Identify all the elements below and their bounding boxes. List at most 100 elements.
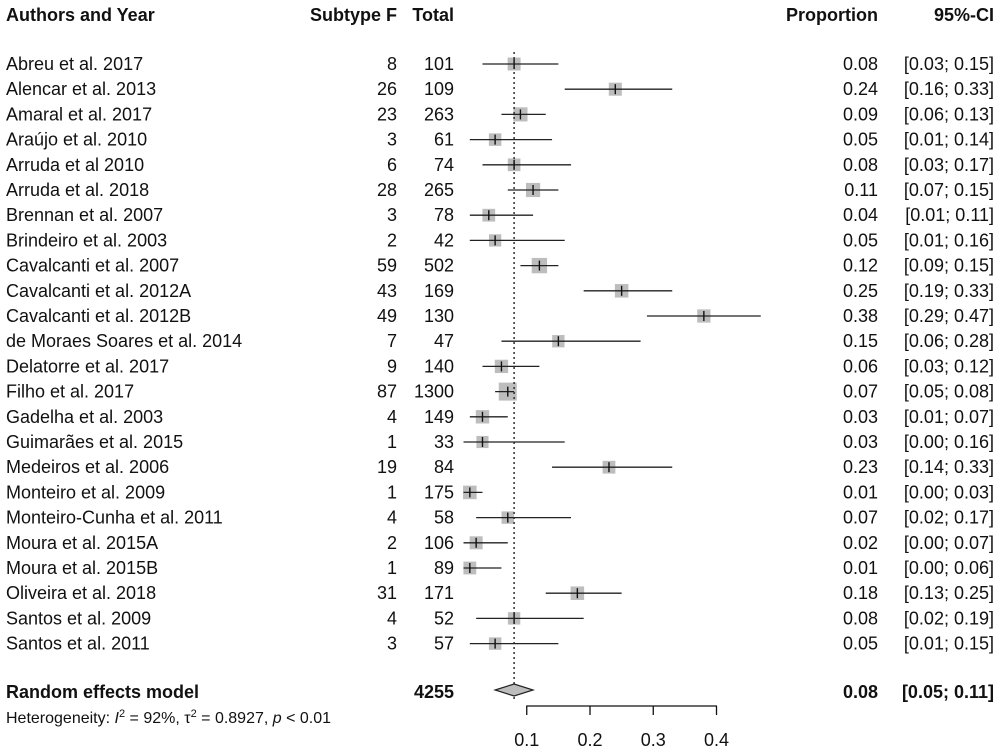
study-label: Arruda et al 2010	[6, 155, 144, 175]
study-row: Amaral et al. 2017 23 263 0.09 [0.06; 0.13]	[6, 104, 994, 124]
study-proportion: 0.24	[843, 79, 878, 99]
study-label: Arruda et al. 2018	[6, 180, 149, 200]
study-ci: [0.01; 0.16]	[904, 230, 994, 250]
study-proportion: 0.23	[843, 457, 878, 477]
study-total: 130	[424, 306, 454, 326]
study-total: 175	[424, 482, 454, 502]
study-total: 33	[434, 432, 454, 452]
study-row: Brennan et al. 2007 3 78 0.04 [0.01; 0.11]	[6, 205, 994, 225]
header-proportion: Proportion	[786, 5, 878, 25]
study-events: 8	[387, 54, 397, 74]
study-total: 106	[424, 533, 454, 553]
x-axis: 0.1 0.2 0.3 0.4	[514, 705, 729, 750]
study-proportion: 0.04	[843, 205, 878, 225]
study-events: 9	[387, 356, 397, 376]
study-events: 59	[377, 256, 397, 276]
study-row: Moura et al. 2015A 2 106 0.02 [0.00; 0.07]	[6, 533, 994, 553]
header-authors: Authors and Year	[6, 5, 155, 25]
study-row: Oliveira et al. 2018 31 171 0.18 [0.13; 0.25…	[6, 583, 994, 603]
study-ci: [0.07; 0.15]	[904, 180, 994, 200]
p-value: < 0.01	[282, 710, 331, 727]
study-ci: [0.01; 0.11]	[905, 205, 994, 225]
study-events: 19	[377, 457, 397, 477]
study-total: 89	[434, 558, 454, 578]
study-rows: Abreu et al. 2017 8 101 0.08 [0.03; 0.15] Ale…	[6, 54, 994, 654]
study-row: Filho et al. 2017 87 1300 0.07 [0.05; 0.08]	[6, 382, 994, 402]
study-proportion: 0.05	[843, 230, 878, 250]
study-row: Medeiros et al. 2006 19 84 0.23 [0.14; 0.33]	[6, 457, 994, 477]
summary-ci: [0.05; 0.11]	[902, 682, 994, 702]
header-subtype: Subtype F	[310, 5, 397, 25]
study-label: Brindeiro et al. 2003	[6, 230, 167, 250]
study-ci: [0.06; 0.28]	[904, 331, 994, 351]
study-label: Brennan et al. 2007	[6, 205, 163, 225]
study-total: 52	[434, 608, 454, 628]
study-label: Santos et al. 2009	[6, 608, 151, 628]
study-ci: [0.13; 0.25]	[904, 583, 994, 603]
study-label: Delatorre et al. 2017	[6, 356, 169, 376]
study-proportion: 0.05	[843, 130, 878, 150]
study-row: Moura et al. 2015B 1 89 0.01 [0.00; 0.06]	[6, 558, 994, 578]
study-label: Araújo et al. 2010	[6, 130, 147, 150]
study-label: Monteiro-Cunha et al. 2011	[6, 508, 223, 528]
study-label: Santos et al. 2011	[6, 634, 150, 654]
study-total: 140	[424, 356, 454, 376]
study-row: Santos et al. 2009 4 52 0.08 [0.02; 0.19]	[6, 608, 994, 628]
study-row: Abreu et al. 2017 8 101 0.08 [0.03; 0.15]	[6, 54, 994, 74]
summary-label: Random effects model	[6, 682, 199, 702]
study-events: 31	[377, 583, 397, 603]
study-total: 57	[434, 634, 454, 654]
study-row: Cavalcanti et al. 2012A 43 169 0.25 [0.19; 0…	[6, 281, 994, 301]
study-proportion: 0.01	[843, 482, 878, 502]
i2-exponent: 2	[119, 708, 125, 720]
study-ci: [0.02; 0.17]	[904, 508, 994, 528]
study-label: Cavalcanti et al. 2012A	[6, 281, 191, 301]
study-events: 4	[387, 508, 397, 528]
study-row: Brindeiro et al. 2003 2 42 0.05 [0.01; 0.16]	[6, 230, 994, 250]
study-proportion: 0.06	[843, 356, 878, 376]
x-tick-label: 0.1	[514, 730, 539, 750]
study-row: Monteiro-Cunha et al. 2011 4 58 0.07 [0.02; …	[6, 508, 994, 528]
summary-total: 4255	[414, 682, 454, 702]
study-label: Cavalcanti et al. 2012B	[6, 306, 191, 326]
study-ci: [0.16; 0.33]	[904, 79, 994, 99]
study-total: 74	[434, 155, 454, 175]
x-tick-label: 0.2	[577, 730, 602, 750]
study-total: 263	[424, 104, 454, 124]
study-total: 109	[424, 79, 454, 99]
study-ci: [0.01; 0.07]	[904, 407, 994, 427]
study-row: Guimarães et al. 2015 1 33 0.03 [0.00; 0.16]	[6, 432, 994, 452]
study-total: 502	[424, 256, 454, 276]
study-events: 26	[377, 79, 397, 99]
study-ci: [0.06; 0.13]	[904, 104, 994, 124]
study-ci: [0.05; 0.08]	[904, 382, 994, 402]
study-label: Oliveira et al. 2018	[6, 583, 156, 603]
study-proportion: 0.15	[843, 331, 878, 351]
heterogeneity-text: Heterogeneity: I2 = 92%, τ2 = 0.8927, p …	[6, 708, 331, 727]
study-proportion: 0.08	[843, 54, 878, 74]
study-ci: [0.03; 0.15]	[904, 54, 994, 74]
study-label: Alencar et al. 2013	[6, 79, 156, 99]
study-ci: [0.00; 0.06]	[904, 558, 994, 578]
study-events: 87	[377, 382, 397, 402]
study-proportion: 0.38	[843, 306, 878, 326]
study-total: 171	[424, 583, 454, 603]
study-ci: [0.00; 0.07]	[904, 533, 994, 553]
study-row: Cavalcanti et al. 2012B 49 130 0.38 [0.29; 0…	[6, 306, 994, 326]
study-ci: [0.03; 0.12]	[904, 356, 994, 376]
study-events: 49	[377, 306, 397, 326]
study-events: 1	[387, 432, 397, 452]
study-ci: [0.00; 0.03]	[904, 482, 994, 502]
study-proportion: 0.25	[843, 281, 878, 301]
study-events: 3	[387, 634, 397, 654]
study-proportion: 0.02	[843, 533, 878, 553]
study-label: Abreu et al. 2017	[6, 54, 143, 74]
study-events: 43	[377, 281, 397, 301]
x-tick-label: 0.4	[704, 730, 729, 750]
study-total: 101	[424, 54, 454, 74]
summary-proportion: 0.08	[843, 682, 878, 702]
study-label: de Moraes Soares et al. 2014	[6, 331, 242, 351]
study-row: Alencar et al. 2013 26 109 0.24 [0.16; 0.33]	[6, 79, 994, 99]
tau-value: = 0.8927,	[197, 710, 273, 727]
